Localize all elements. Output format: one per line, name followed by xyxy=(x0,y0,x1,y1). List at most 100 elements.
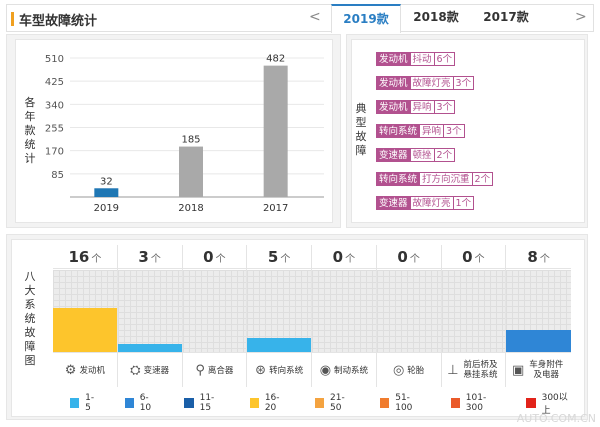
y-tick-label: 425 xyxy=(45,77,64,88)
legend-item: 21-50 xyxy=(314,390,354,416)
yearly-chart-side-label: 各年款统计 xyxy=(24,96,36,165)
legend-label: 300以上 xyxy=(541,393,568,416)
system-bar-track xyxy=(312,270,376,352)
legend-item: 300以上 xyxy=(526,390,574,416)
legend-label: 6-10 xyxy=(139,393,152,413)
legend-swatch xyxy=(314,398,325,408)
legend-label: 21-50 xyxy=(330,393,345,413)
bar-2019 xyxy=(94,188,119,197)
next-arrow-icon[interactable]: > xyxy=(575,9,587,25)
system-count-value: 16 xyxy=(68,248,90,266)
systems-side-label: 八大系统故障图 xyxy=(24,270,36,367)
system-bar-track xyxy=(247,270,311,352)
system-column[interactable]: 0 个 ◉ 制动系统 xyxy=(312,245,377,387)
legend-label: 16-20 xyxy=(264,393,280,413)
system-name: 转向系统 xyxy=(269,366,304,376)
system-label: ⊛ 转向系统 xyxy=(247,352,311,387)
fault-count-tag: 1个 xyxy=(453,196,475,210)
system-bar-track xyxy=(53,270,117,352)
typical-fault-item[interactable]: 发动机 异响 3个 xyxy=(376,100,456,114)
system-count-value: 0 xyxy=(397,248,408,266)
typical-fault-item[interactable]: 发动机 抖动 6个 xyxy=(376,52,456,66)
engine-icon: ⚙ xyxy=(64,362,77,378)
legend-label: 101-300 xyxy=(465,393,487,413)
fault-category-tag: 发动机 xyxy=(376,52,411,66)
tire-icon: ◎ xyxy=(392,362,405,378)
page-title: 车型故障统计 xyxy=(19,14,98,29)
tab-2017[interactable]: 2017款 xyxy=(483,10,529,24)
fault-category-tag: 变速器 xyxy=(376,196,411,210)
system-bar xyxy=(247,338,311,352)
system-column[interactable]: 0 个 ⚲ 离合器 xyxy=(182,245,248,387)
fault-count-tag: 3个 xyxy=(453,76,475,90)
system-bar xyxy=(117,343,182,352)
system-count-value: 0 xyxy=(332,248,344,266)
fault-category-tag: 转向系统 xyxy=(376,124,421,138)
gear-shift-icon: ⛭ xyxy=(130,362,141,378)
legend-label: 11-15 xyxy=(199,393,215,413)
system-count-unit: 个 xyxy=(345,254,356,265)
system-count-value: 0 xyxy=(462,248,473,266)
y-tick-label: 85 xyxy=(51,170,64,181)
prev-arrow-icon[interactable]: < xyxy=(309,9,321,25)
yearly-bar-chart: 85 170 255 340 425 510 32 2019 185 2018 482 2017 xyxy=(45,54,324,214)
system-column[interactable]: 0 个 ⊥ 前后桥及悬挂系统 xyxy=(441,245,507,387)
system-bar-track xyxy=(117,270,182,352)
system-count-value: 0 xyxy=(203,248,214,266)
legend-swatch xyxy=(124,398,134,408)
bar-value-label: 482 xyxy=(266,54,285,65)
system-label: ⛭ 变速器 xyxy=(117,352,182,387)
y-tick-label: 170 xyxy=(45,147,64,158)
typical-fault-item[interactable]: 发动机 故障灯亮 3个 xyxy=(376,76,475,90)
system-column[interactable]: 0 个 ◎ 轮胎 xyxy=(376,245,442,387)
system-count-unit: 个 xyxy=(150,254,161,265)
fault-category-tag: 转向系统 xyxy=(376,172,421,186)
system-bar-track xyxy=(182,270,247,352)
tab-2018[interactable]: 2018款 xyxy=(413,10,459,24)
system-name: 轮胎 xyxy=(407,366,425,376)
typical-fault-item[interactable]: 转向系统 打方向沉重 2个 xyxy=(376,172,494,186)
y-tick-label: 340 xyxy=(45,100,64,111)
legend-item: 101-300 xyxy=(450,390,501,416)
watermark: AUTO.COM.CN xyxy=(516,412,596,425)
fault-count-tag: 2个 xyxy=(434,148,456,162)
severity-legend: 1-5 6-10 11-15 16-20 21-50 51-100 101-300 300以上 xyxy=(70,390,600,416)
system-name: 发动机 xyxy=(79,366,105,376)
legend-swatch xyxy=(526,398,536,408)
system-count-value: 3 xyxy=(138,248,149,266)
year-tabs: 2019款 2018款 2017款 xyxy=(331,4,541,33)
bar-value-label: 32 xyxy=(100,176,113,187)
system-name: 车身附件及电器 xyxy=(529,360,564,380)
legend-label: 1-5 xyxy=(85,393,95,413)
typical-fault-item[interactable]: 转向系统 异响 3个 xyxy=(376,124,465,138)
system-bar-track xyxy=(441,270,506,352)
tab-2019[interactable]: 2019款 xyxy=(331,4,401,33)
system-column[interactable]: 16 个 ⚙ 发动机 xyxy=(53,245,118,387)
system-count-unit: 个 xyxy=(474,254,485,265)
typical-faults-panel xyxy=(346,34,588,228)
fault-stats-header: 车型故障统计 < 2019款 2018款 2017款 > xyxy=(6,4,594,33)
typical-fault-item[interactable]: 变速器 顿挫 2个 xyxy=(376,148,456,162)
system-label: ⚲ 离合器 xyxy=(182,352,247,387)
system-count-value: 5 xyxy=(267,248,279,266)
system-column[interactable]: 5 个 ⊛ 转向系统 xyxy=(247,245,312,387)
system-bar-track xyxy=(506,270,571,352)
legend-item: 11-15 xyxy=(184,390,223,416)
system-column[interactable]: 8 个 ▣ 车身附件及电器 xyxy=(506,245,571,387)
system-bar xyxy=(506,330,571,352)
system-bar-track xyxy=(376,270,441,352)
legend-item: 51-100 xyxy=(380,390,425,416)
system-count-value: 8 xyxy=(527,248,538,266)
fault-count-tag: 3个 xyxy=(444,124,465,138)
legend-item: 16-20 xyxy=(249,390,289,416)
x-tick-label: 2019 xyxy=(94,203,119,214)
fault-symptom-tag: 故障灯亮 xyxy=(410,76,454,90)
system-column[interactable]: 3 个 ⛭ 变速器 xyxy=(117,245,183,387)
legend-swatch xyxy=(184,398,194,408)
fault-symptom-tag: 顿挫 xyxy=(410,148,435,162)
car-body-icon: ▣ xyxy=(511,362,525,378)
system-label: ◉ 制动系统 xyxy=(312,352,376,387)
typical-fault-item[interactable]: 变速器 故障灯亮 1个 xyxy=(376,196,475,210)
